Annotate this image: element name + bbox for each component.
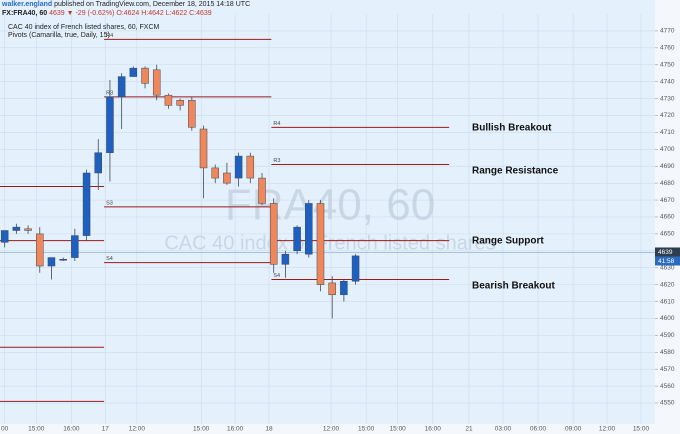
y-tick-label: 4670 [660, 197, 675, 204]
x-tick-label: 18 [265, 426, 273, 433]
x-tick-label: 15:00 [633, 426, 650, 433]
candle-body [24, 228, 32, 231]
watermark-subtitle: CAC 40 index of French listed shares [164, 232, 495, 254]
x-tick-label: 15:00 [358, 426, 375, 433]
candle-body [106, 96, 114, 153]
candle-body [164, 94, 173, 106]
candle-body [199, 128, 208, 169]
y-tick-label: 4650 [660, 231, 675, 238]
y-tick-label: 4680 [660, 180, 675, 187]
candle-body [71, 235, 79, 258]
candle-body [328, 282, 336, 296]
y-tick-label: 4750 [660, 61, 675, 68]
x-tick-label: 16:00 [63, 426, 80, 433]
y-tick-label: 4730 [660, 95, 675, 102]
quote: 4639 ▼ -29 (-0.62%) O:4624 H:4642 L:4622… [49, 10, 212, 17]
candle-body [47, 257, 56, 267]
chart-title: CAC 40 index of French listed shares, 60… [8, 24, 160, 31]
x-tick-label: 16:00 [425, 426, 442, 433]
candle-body [305, 203, 313, 255]
annotation: Bullish Breakout [472, 123, 552, 134]
pivot-label: S4 [273, 273, 280, 279]
countdown-label: 41:58 [658, 258, 675, 265]
candle-body [12, 226, 21, 231]
y-tick-label: 4720 [660, 112, 675, 119]
pivot-label: R4 [273, 121, 280, 127]
x-tick-label: 12:00 [129, 426, 146, 433]
annotation: Range Support [472, 236, 544, 247]
x-tick-label: 03:00 [495, 426, 512, 433]
y-tick-label: 4630 [660, 264, 675, 271]
study: Pivots (Camarilla, true, Daily, 15) [8, 32, 110, 39]
watermark: FRA40, 60 [225, 181, 435, 230]
price-axis [655, 0, 680, 434]
candle-body [293, 226, 301, 252]
x-tick-label: 09:00 [565, 426, 582, 433]
candle-body [188, 100, 196, 128]
pivot-label: R4 [106, 33, 113, 39]
y-tick-label: 4690 [660, 163, 675, 170]
candle-body [340, 280, 348, 296]
candle-body [269, 203, 278, 265]
y-tick-label: 4770 [660, 28, 675, 35]
y-tick-label: 4590 [660, 332, 675, 339]
x-tick-label: 15:00 [193, 426, 210, 433]
y-tick-label: 4740 [660, 78, 675, 85]
y-tick-label: 4700 [660, 146, 675, 153]
header: walker.england published on TradingView.… [1, 1, 250, 8]
last-price-label: 4639 [658, 249, 673, 256]
x-tick-label: 16:00 [227, 426, 244, 433]
y-tick-label: 4570 [660, 366, 675, 373]
candle-body [223, 172, 231, 184]
x-tick-label: 21 [465, 426, 473, 433]
candle-body [0, 230, 9, 243]
y-tick-label: 4550 [660, 400, 675, 407]
candle-body [59, 259, 67, 261]
author: walker.england [1, 1, 52, 8]
candle-body [141, 67, 149, 84]
symbol: FX:FRA40, 60 [2, 10, 47, 17]
y-tick-label: 4760 [660, 45, 675, 52]
candle-body [129, 67, 138, 77]
y-tick-label: 4660 [660, 214, 675, 221]
candle-body [281, 253, 290, 265]
y-tick-label: 4610 [660, 298, 675, 305]
candle-body [82, 172, 91, 236]
x-tick-label: 15:00 [390, 426, 407, 433]
symbol-line: FX:FRA40, 60 4639 ▼ -29 (-0.62%) O:4624 … [2, 10, 212, 17]
x-tick-label: 06:00 [530, 426, 547, 433]
candle-body [36, 233, 44, 267]
annotation: Range Resistance [472, 166, 559, 177]
published: published on TradingView.com, December 1… [54, 1, 250, 8]
x-tick-label: 12:00 [599, 426, 616, 433]
candle-body [117, 76, 126, 98]
y-tick-label: 4580 [660, 349, 675, 356]
candle-body [351, 255, 360, 282]
x-tick-label: 17 [102, 426, 110, 433]
x-tick-label: 00 [1, 426, 9, 433]
candle-body [234, 155, 243, 179]
y-tick-label: 4560 [660, 383, 675, 390]
annotation: Bearish Breakout [472, 281, 555, 292]
candle-body [211, 167, 219, 179]
pivot-label: R3 [273, 158, 280, 164]
plot-background [0, 0, 655, 424]
candle-body [246, 155, 255, 179]
pivot-label: S3 [106, 200, 113, 206]
x-tick-label: 12:00 [323, 426, 340, 433]
candle-body [176, 100, 184, 106]
y-tick-label: 4620 [660, 281, 675, 288]
pivot-label: S4 [106, 256, 113, 262]
candle-body [94, 152, 102, 174]
countdown-tag [655, 256, 680, 266]
y-tick-label: 4600 [660, 315, 675, 322]
candle-body [258, 177, 266, 204]
candle-body [316, 203, 325, 285]
x-tick-label: 15:00 [28, 426, 45, 433]
time-axis [0, 424, 655, 434]
y-tick-label: 4710 [660, 129, 675, 136]
last-price-tag [655, 247, 680, 257]
candle-body [152, 69, 161, 96]
